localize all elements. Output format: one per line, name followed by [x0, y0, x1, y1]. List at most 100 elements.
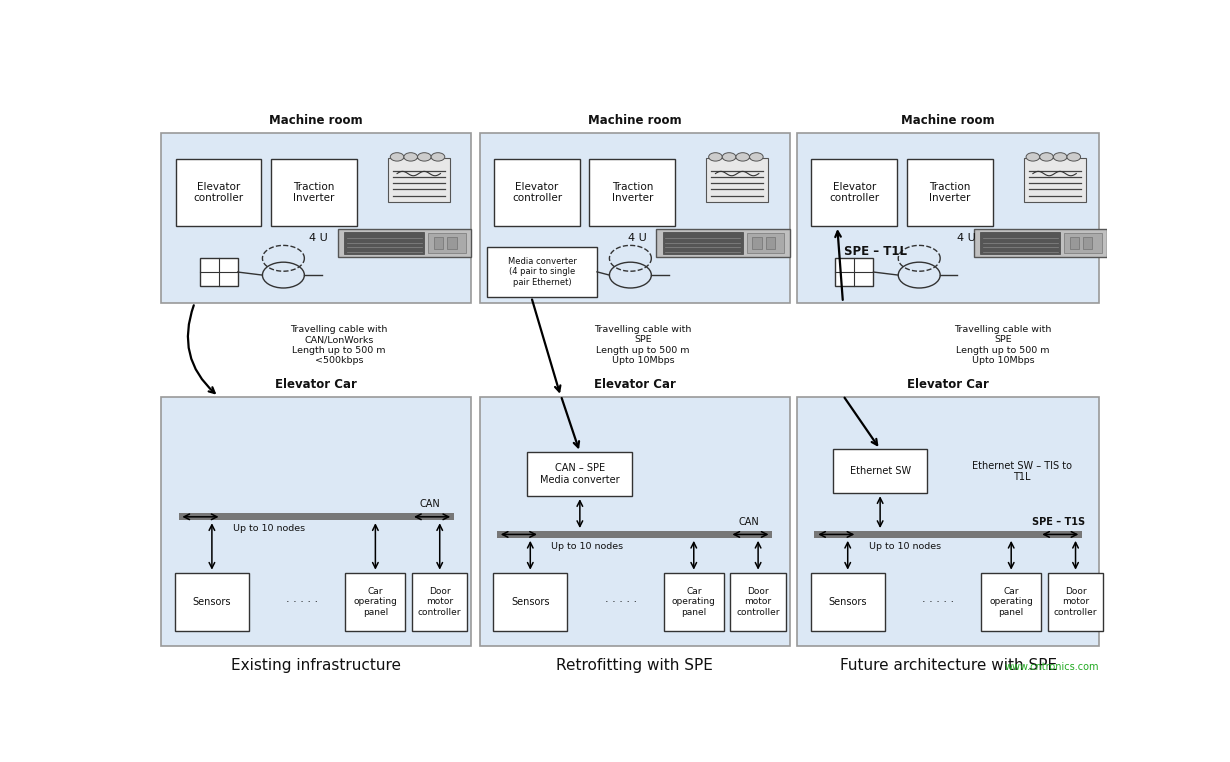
- Bar: [589, 158, 675, 226]
- Text: Elevator Car: Elevator Car: [276, 378, 357, 392]
- Bar: [1064, 233, 1102, 253]
- Text: Ethernet SW: Ethernet SW: [850, 466, 910, 476]
- Text: Door
motor
controller: Door motor controller: [1054, 587, 1097, 616]
- Bar: [338, 229, 471, 258]
- Text: 4 U: 4 U: [627, 233, 647, 243]
- Bar: [797, 133, 1100, 303]
- Text: Door
motor
controller: Door motor controller: [737, 587, 780, 616]
- Text: www.cntronics.com: www.cntronics.com: [1005, 662, 1100, 672]
- Bar: [178, 514, 454, 520]
- Bar: [834, 450, 927, 493]
- Text: CAN: CAN: [419, 499, 440, 509]
- Text: Travelling cable with
SPE
Length up to 500 m
Upto 10Mbps: Travelling cable with SPE Length up to 5…: [954, 325, 1052, 365]
- Text: 4 U: 4 U: [957, 233, 977, 243]
- Bar: [176, 158, 262, 226]
- Text: Elevator Car: Elevator Car: [908, 378, 989, 392]
- Text: Elevator
controller: Elevator controller: [512, 181, 562, 203]
- Text: Up to 10 nodes: Up to 10 nodes: [551, 542, 624, 551]
- Text: SPE – T1S: SPE – T1S: [1032, 517, 1085, 527]
- Text: CAN: CAN: [738, 517, 759, 527]
- Text: Traction
Inverter: Traction Inverter: [929, 181, 970, 203]
- Text: Media converter
(4 pair to single
pair Ethernet): Media converter (4 pair to single pair E…: [508, 257, 577, 287]
- Circle shape: [417, 152, 432, 161]
- Text: Ethernet SW – TIS to
T1L: Ethernet SW – TIS to T1L: [972, 460, 1073, 482]
- Text: Machine room: Machine room: [269, 114, 363, 127]
- Text: Door
motor
controller: Door motor controller: [418, 587, 461, 616]
- Bar: [412, 572, 467, 631]
- Bar: [271, 158, 357, 226]
- Text: Sensors: Sensors: [193, 597, 231, 607]
- Bar: [428, 233, 466, 253]
- Bar: [835, 258, 873, 286]
- Text: · · · · ·: · · · · ·: [605, 597, 637, 607]
- Text: Elevator
controller: Elevator controller: [829, 181, 879, 203]
- Text: · · · · ·: · · · · ·: [287, 597, 319, 607]
- Text: Sensors: Sensors: [510, 597, 550, 607]
- Text: Up to 10 nodes: Up to 10 nodes: [232, 524, 305, 533]
- Text: Retrofitting with SPE: Retrofitting with SPE: [556, 658, 713, 673]
- Bar: [1023, 158, 1086, 202]
- Circle shape: [722, 152, 736, 161]
- Bar: [344, 232, 424, 254]
- Bar: [907, 158, 993, 226]
- Bar: [387, 158, 450, 202]
- Text: 4 U: 4 U: [309, 233, 328, 243]
- Text: Traction
Inverter: Traction Inverter: [293, 181, 335, 203]
- Bar: [480, 396, 790, 646]
- Text: Elevator
controller: Elevator controller: [193, 181, 244, 203]
- Text: Sensors: Sensors: [829, 597, 867, 607]
- Text: Elevator Car: Elevator Car: [594, 378, 675, 392]
- Bar: [1070, 237, 1079, 249]
- Bar: [812, 158, 898, 226]
- Bar: [346, 572, 406, 631]
- Text: Car
operating
panel: Car operating panel: [672, 587, 716, 616]
- Circle shape: [708, 152, 722, 161]
- Bar: [656, 229, 790, 258]
- Circle shape: [1066, 152, 1081, 161]
- Circle shape: [390, 152, 403, 161]
- Bar: [765, 237, 775, 249]
- Bar: [1048, 572, 1103, 631]
- Circle shape: [432, 152, 445, 161]
- Text: Up to 10 nodes: Up to 10 nodes: [868, 542, 941, 551]
- Text: CAN – SPE
Media converter: CAN – SPE Media converter: [540, 463, 620, 485]
- Bar: [528, 453, 632, 496]
- Bar: [175, 572, 248, 631]
- Bar: [974, 229, 1107, 258]
- Circle shape: [1053, 152, 1066, 161]
- Bar: [1082, 237, 1092, 249]
- Bar: [663, 232, 743, 254]
- Bar: [448, 237, 456, 249]
- Circle shape: [403, 152, 417, 161]
- Bar: [664, 572, 723, 631]
- Text: Travelling cable with
SPE
Length up to 500 m
Upto 10Mbps: Travelling cable with SPE Length up to 5…: [594, 325, 691, 365]
- Text: Future architecture with SPE: Future architecture with SPE: [840, 658, 1057, 673]
- Bar: [161, 133, 471, 303]
- Circle shape: [1039, 152, 1053, 161]
- Text: Traction
Inverter: Traction Inverter: [611, 181, 653, 203]
- Bar: [731, 572, 786, 631]
- Bar: [982, 572, 1042, 631]
- Bar: [497, 531, 772, 538]
- Text: Existing infrastructure: Existing infrastructure: [231, 658, 401, 673]
- Text: · · · · ·: · · · · ·: [922, 597, 954, 607]
- Bar: [480, 133, 790, 303]
- Bar: [747, 233, 785, 253]
- Circle shape: [1026, 152, 1039, 161]
- Text: SPE – T1L: SPE – T1L: [844, 245, 907, 258]
- Bar: [434, 237, 443, 249]
- Bar: [199, 258, 237, 286]
- Bar: [753, 237, 761, 249]
- Text: Machine room: Machine room: [902, 114, 995, 127]
- Bar: [494, 158, 579, 226]
- Text: Machine room: Machine room: [588, 114, 681, 127]
- Bar: [814, 531, 1082, 538]
- Text: Car
operating
panel: Car operating panel: [989, 587, 1033, 616]
- Bar: [487, 247, 597, 296]
- Text: Car
operating
panel: Car operating panel: [353, 587, 397, 616]
- Bar: [493, 572, 567, 631]
- Bar: [980, 232, 1060, 254]
- Bar: [161, 396, 471, 646]
- Bar: [706, 158, 768, 202]
- Bar: [811, 572, 884, 631]
